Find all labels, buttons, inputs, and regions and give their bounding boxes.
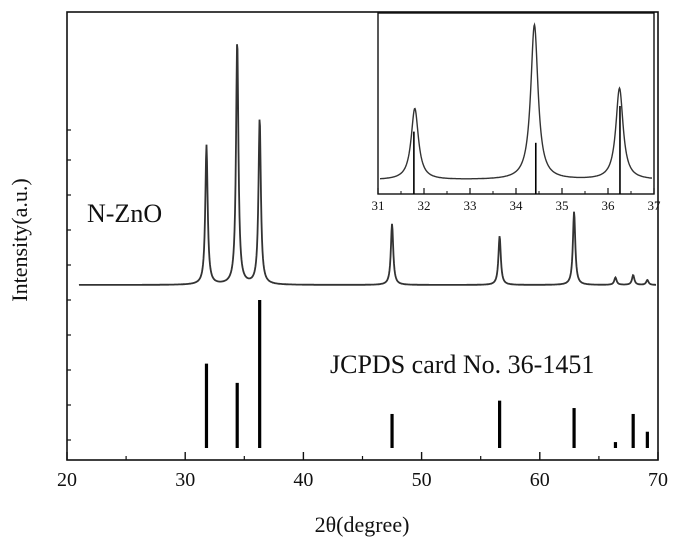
x-axis-label: 2θ(degree) [315, 512, 410, 537]
x-tick-label: 70 [648, 469, 668, 491]
x-tick-label: 50 [412, 469, 432, 491]
inset-x-tick-label: 37 [648, 198, 662, 213]
series-label-n-zno: N-ZnO [87, 199, 162, 228]
inset-x-tick-label: 32 [418, 198, 431, 213]
inset-frame [378, 13, 654, 194]
inset-zoom: 31 32 33 34 35 36 37 [372, 13, 662, 213]
inset-x-tick-label: 33 [464, 198, 477, 213]
x-tick-label: 60 [530, 469, 550, 491]
series-label-jcpds: JCPDS card No. 36-1451 [330, 350, 594, 379]
x-tick-label: 30 [175, 469, 195, 491]
inset-x-tick-label: 34 [510, 198, 524, 213]
x-tick-label: 40 [293, 469, 313, 491]
inset-x-tick-label: 36 [602, 198, 616, 213]
inset-x-tick-label: 35 [556, 198, 569, 213]
x-tick-label: 20 [57, 469, 77, 491]
y-axis-label: Intensity(a.u.) [7, 178, 32, 301]
inset-x-tick-label: 31 [372, 198, 385, 213]
